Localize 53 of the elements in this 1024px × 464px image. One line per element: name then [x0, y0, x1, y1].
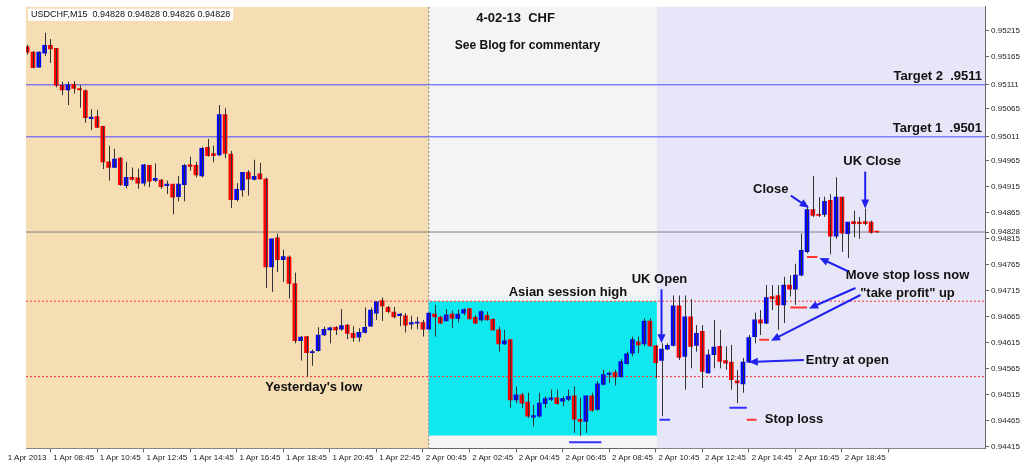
y-tick-label: 0.94915 [991, 181, 1021, 191]
candlestick [310, 349, 315, 367]
x-tick-label: 2 Apr 18:45 [844, 453, 887, 463]
ref-line-label: Target 2 .9511 [893, 68, 983, 84]
candlestick [787, 274, 792, 298]
ref-line-label: Yesterday's low [265, 379, 364, 395]
y-tick-label: 0.94615 [991, 338, 1021, 348]
y-tick-label: 0.94865 [991, 207, 1021, 217]
x-tick-label: 1 Apr 18:45 [286, 453, 328, 463]
chart-title: 4-02-13 CHF [476, 10, 555, 26]
y-tick-label: 0.95011 [991, 132, 1020, 142]
text: See Blog for commentary [454, 38, 601, 53]
y-tick-label: 0.95165 [991, 51, 1021, 61]
ref-line-label: Asian session high [508, 283, 628, 299]
x-tick-label: 2 Apr 16:45 [798, 453, 840, 463]
candlestick [152, 162, 158, 183]
y-tick-label: 0.94665 [991, 312, 1021, 322]
annotation: Close [753, 181, 789, 197]
y-tick-label: 0.94765 [991, 259, 1021, 269]
annotation: Move stop loss now "take profit" up [845, 266, 971, 300]
y-tick-label: 0.94965 [991, 155, 1021, 165]
y-tick-label: 0.94515 [991, 390, 1021, 400]
x-tick-label: 1 Apr 10:45 [99, 453, 142, 463]
y-tick-label: 0.94415 [991, 442, 1021, 452]
annotation: Stop loss [764, 411, 824, 427]
annotation: USDCHF,M15 0.94828 0.94828 0.94826 0.94828 [31, 9, 231, 20]
y-tick-label: 0.94565 [991, 364, 1021, 374]
y-tick-label: 0.95215 [991, 25, 1021, 35]
x-tick-label: 1 Apr 22:45 [379, 453, 421, 463]
annotation: UK Close [843, 153, 902, 169]
x-tick-label: 2 Apr 04:45 [518, 453, 561, 463]
x-tick-label: 2 Apr 12:45 [705, 453, 747, 463]
x-tick-label: 1 Apr 16:45 [239, 453, 281, 463]
x-tick-label: 1 Apr 08:45 [53, 453, 95, 463]
y-tick-label: 0.95065 [991, 103, 1021, 113]
ref-line-label: Target 1 .9501 [892, 120, 983, 136]
x-tick-label: 2 Apr 14:45 [751, 453, 794, 463]
x-tick-label: 2 Apr 00:45 [425, 453, 468, 463]
x-tick-label: 1 Apr 14:45 [192, 453, 235, 463]
x-tick-label: 2 Apr 10:45 [658, 453, 700, 463]
candlestick [339, 308, 344, 332]
y-tick-label: 0.94715 [991, 286, 1021, 295]
y-tick-label: 0.95111 [991, 80, 1020, 90]
y-tick-label: 0.94465 [991, 416, 1021, 426]
candlestick [455, 309, 461, 324]
x-tick-label: 2 Apr 06:45 [565, 453, 607, 463]
x-tick-label: 2 Apr 08:45 [611, 453, 654, 463]
x-tick-label: 2 Apr 02:45 [472, 453, 514, 463]
x-tick-label: 1 Apr 20:45 [332, 453, 375, 463]
x-tick-label: 1 Apr 2013 [7, 453, 48, 463]
annotation: UK Open [631, 270, 688, 286]
annotation: Entry at open [805, 351, 889, 367]
x-tick-label: 1 Apr 12:45 [146, 453, 188, 463]
